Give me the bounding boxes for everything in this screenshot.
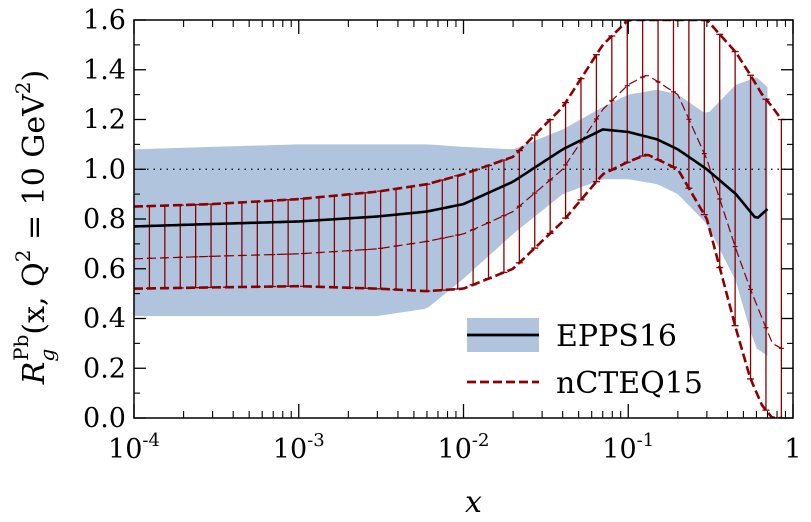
- y-tick-label: 0.2: [83, 353, 126, 384]
- y-title-sub: g: [35, 349, 59, 362]
- legend: EPPS16 nCTEQ15: [467, 318, 703, 401]
- x-tick-label: 10-1: [602, 430, 654, 465]
- epps16-band: [134, 77, 768, 356]
- y-tick-label: 0.8: [83, 204, 126, 235]
- axes: 0.0 0.2 0.4 0.6 0.8 1.0 1.2 1.4 1.6 10-4 10-3 10-2 1…: [83, 5, 802, 465]
- ncteq15-upper-line: [134, 20, 783, 208]
- y-tick-label: 0.4: [83, 304, 126, 335]
- ncteq15-central-line: [134, 74, 782, 349]
- y-title-r: R: [17, 362, 52, 386]
- y-tick-label: 0.6: [83, 254, 126, 285]
- y-tick-label: 1.4: [83, 55, 126, 86]
- legend-epps16-label: EPPS16: [556, 319, 677, 354]
- y-tick-label: 1.2: [83, 105, 126, 136]
- y-title-sq2: 2: [11, 81, 35, 94]
- ncteq15-lower-line: [134, 153, 782, 418]
- y-tick-label: 1.0: [83, 154, 126, 185]
- x-tick-label: 10-3: [273, 430, 325, 465]
- x-tick-label: 10-2: [438, 430, 490, 465]
- y-title-sq: 2: [11, 250, 35, 263]
- y-axis-title: RgPb(x, Q2 = 10 GeV2): [9, 70, 59, 385]
- epps16-central-line: [134, 128, 769, 228]
- x-tick-label: 10-4: [108, 430, 160, 465]
- x-tick-label: 1: [784, 434, 801, 465]
- y-title-close: ): [17, 70, 52, 82]
- y-title-sup: Pb: [9, 335, 33, 361]
- plot-area: [134, 20, 793, 418]
- y-tick-label: 0.0: [83, 403, 126, 434]
- y-tick-label: 1.6: [83, 5, 126, 36]
- y-title-eq: = 10 GeV: [17, 93, 52, 250]
- x-axis-title: x: [465, 485, 482, 520]
- y-title-args: (x, Q: [17, 262, 52, 334]
- legend-ncteq15-label: nCTEQ15: [556, 366, 703, 401]
